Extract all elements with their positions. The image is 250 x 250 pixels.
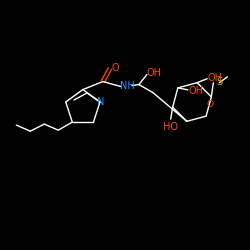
Text: OH: OH <box>188 86 203 96</box>
Text: NH: NH <box>120 80 134 90</box>
Text: OH: OH <box>146 68 162 78</box>
Text: HO: HO <box>163 122 178 132</box>
Text: OH: OH <box>208 73 223 83</box>
Text: O: O <box>206 100 213 109</box>
Text: S: S <box>216 77 222 87</box>
Text: N: N <box>97 97 105 107</box>
Text: O: O <box>111 62 119 72</box>
